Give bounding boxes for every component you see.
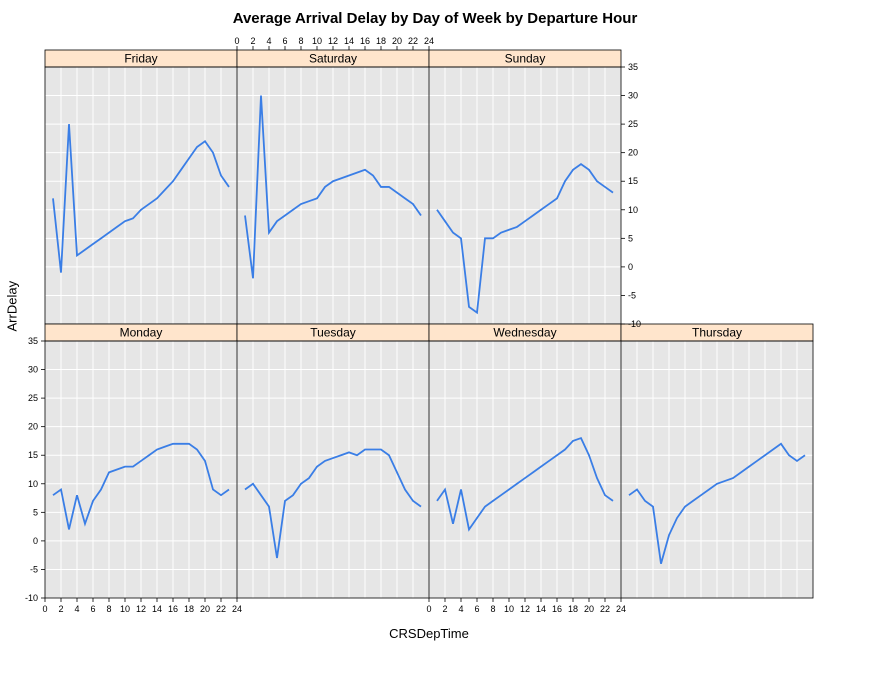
svg-text:Friday: Friday — [124, 52, 157, 66]
svg-text:30: 30 — [28, 365, 38, 375]
svg-text:12: 12 — [136, 604, 146, 614]
svg-text:4: 4 — [74, 604, 79, 614]
svg-text:2: 2 — [250, 36, 255, 46]
svg-text:30: 30 — [628, 91, 638, 101]
svg-text:Tuesday: Tuesday — [310, 326, 356, 340]
y-axis-label: ArrDelay — [5, 312, 20, 332]
svg-text:24: 24 — [424, 36, 434, 46]
svg-text:10: 10 — [504, 604, 514, 614]
svg-text:8: 8 — [106, 604, 111, 614]
svg-text:Sunday: Sunday — [505, 52, 546, 66]
svg-text:10: 10 — [628, 205, 638, 215]
svg-text:0: 0 — [426, 604, 431, 614]
svg-text:5: 5 — [628, 233, 633, 243]
svg-text:20: 20 — [628, 148, 638, 158]
svg-text:22: 22 — [216, 604, 226, 614]
svg-text:-5: -5 — [628, 290, 636, 300]
svg-text:Thursday: Thursday — [692, 326, 742, 340]
svg-text:20: 20 — [200, 604, 210, 614]
svg-text:20: 20 — [392, 36, 402, 46]
svg-text:15: 15 — [28, 450, 38, 460]
svg-text:24: 24 — [616, 604, 626, 614]
x-axis-label: CRSDepTime — [45, 626, 813, 641]
svg-text:5: 5 — [33, 507, 38, 517]
svg-text:22: 22 — [408, 36, 418, 46]
svg-text:12: 12 — [520, 604, 530, 614]
svg-text:16: 16 — [168, 604, 178, 614]
svg-text:0: 0 — [42, 604, 47, 614]
svg-text:12: 12 — [328, 36, 338, 46]
svg-text:24: 24 — [232, 604, 242, 614]
svg-text:18: 18 — [184, 604, 194, 614]
svg-text:16: 16 — [552, 604, 562, 614]
svg-text:16: 16 — [360, 36, 370, 46]
svg-text:Monday: Monday — [120, 326, 163, 340]
svg-text:2: 2 — [58, 604, 63, 614]
svg-text:35: 35 — [628, 62, 638, 72]
svg-text:0: 0 — [234, 36, 239, 46]
svg-text:25: 25 — [28, 393, 38, 403]
svg-text:25: 25 — [628, 119, 638, 129]
svg-text:6: 6 — [90, 604, 95, 614]
svg-text:22: 22 — [600, 604, 610, 614]
svg-text:20: 20 — [28, 422, 38, 432]
svg-text:10: 10 — [120, 604, 130, 614]
svg-text:-10: -10 — [628, 319, 641, 329]
svg-text:-10: -10 — [25, 593, 38, 603]
svg-text:14: 14 — [344, 36, 354, 46]
svg-text:10: 10 — [312, 36, 322, 46]
svg-text:6: 6 — [474, 604, 479, 614]
svg-text:14: 14 — [536, 604, 546, 614]
svg-text:0: 0 — [33, 536, 38, 546]
svg-text:18: 18 — [376, 36, 386, 46]
svg-text:-5: -5 — [30, 564, 38, 574]
svg-text:8: 8 — [490, 604, 495, 614]
svg-text:15: 15 — [628, 176, 638, 186]
svg-text:Wednesday: Wednesday — [493, 326, 556, 340]
chart-title: Average Arrival Delay by Day of Week by … — [0, 10, 870, 27]
svg-text:4: 4 — [266, 36, 271, 46]
svg-text:6: 6 — [282, 36, 287, 46]
svg-text:20: 20 — [584, 604, 594, 614]
svg-text:Saturday: Saturday — [309, 52, 357, 66]
svg-text:0: 0 — [628, 262, 633, 272]
svg-text:8: 8 — [298, 36, 303, 46]
svg-text:4: 4 — [458, 604, 463, 614]
svg-text:10: 10 — [28, 479, 38, 489]
svg-text:18: 18 — [568, 604, 578, 614]
trellis-plot: Friday Saturday Sunday Monday Tuesday Wednesd… — [0, 0, 870, 673]
svg-text:14: 14 — [152, 604, 162, 614]
svg-text:35: 35 — [28, 336, 38, 346]
svg-text:2: 2 — [442, 604, 447, 614]
